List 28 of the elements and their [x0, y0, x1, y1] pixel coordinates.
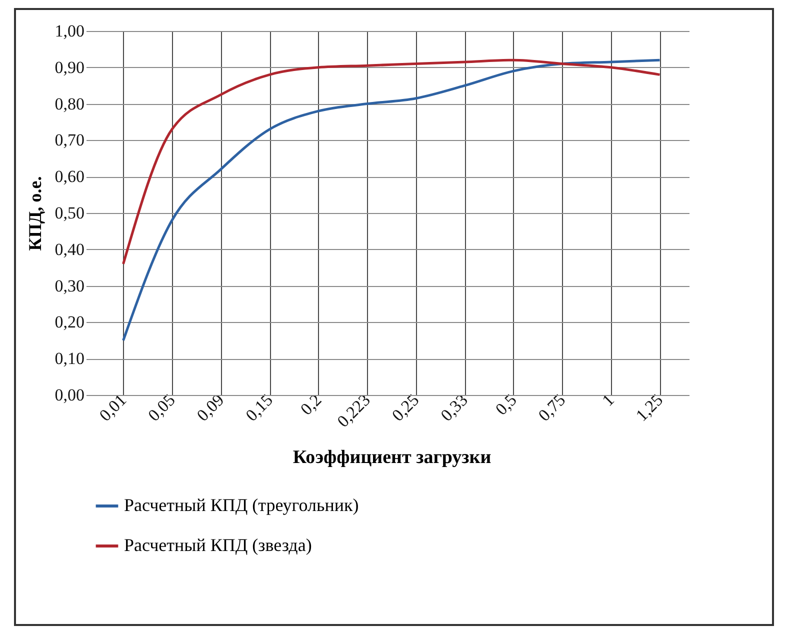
line-series [122, 58, 661, 266]
x-tick-label: 1 [598, 390, 618, 410]
y-tick-label: 0,30 [54, 276, 84, 296]
x-tick-label: 0,25 [388, 390, 423, 425]
y-tick-label: 1,00 [54, 22, 84, 40]
x-tick-label: 0,75 [534, 390, 570, 425]
y-tick-label: 0,50 [54, 204, 84, 222]
y-tick-label: 0,40 [54, 240, 84, 259]
y-tick-label: 0,80 [54, 94, 84, 114]
y-tick-label: 0,00 [54, 386, 84, 404]
y-axis-title: КПД, о.е. [24, 176, 45, 251]
x-tick-label: 1,25 [632, 390, 667, 425]
legend-label: Расчетный КПД (звезда) [124, 535, 312, 555]
y-tick-label: 0,70 [54, 130, 84, 150]
x-tick-label: 0,2 [296, 390, 326, 419]
y-tick-label: 0,90 [54, 58, 84, 77]
x-axis-title: Коэффициент загрузки [292, 447, 492, 468]
legend-label: Расчетный КПД (треугольник) [124, 495, 359, 515]
y-tick-label: 0,10 [54, 349, 84, 368]
x-tick-label: 0,05 [144, 390, 179, 425]
x-tick-label: 0,33 [437, 390, 472, 425]
x-tick-label: 0,15 [242, 390, 276, 425]
y-tick-label: 0,20 [54, 312, 84, 332]
x-tick-label: 0,09 [193, 390, 228, 425]
x-tick-label: 0,5 [492, 390, 520, 419]
x-tick-label: 0,01 [96, 390, 130, 425]
y-tick-label: 0,60 [54, 167, 84, 186]
line-series [122, 58, 661, 342]
